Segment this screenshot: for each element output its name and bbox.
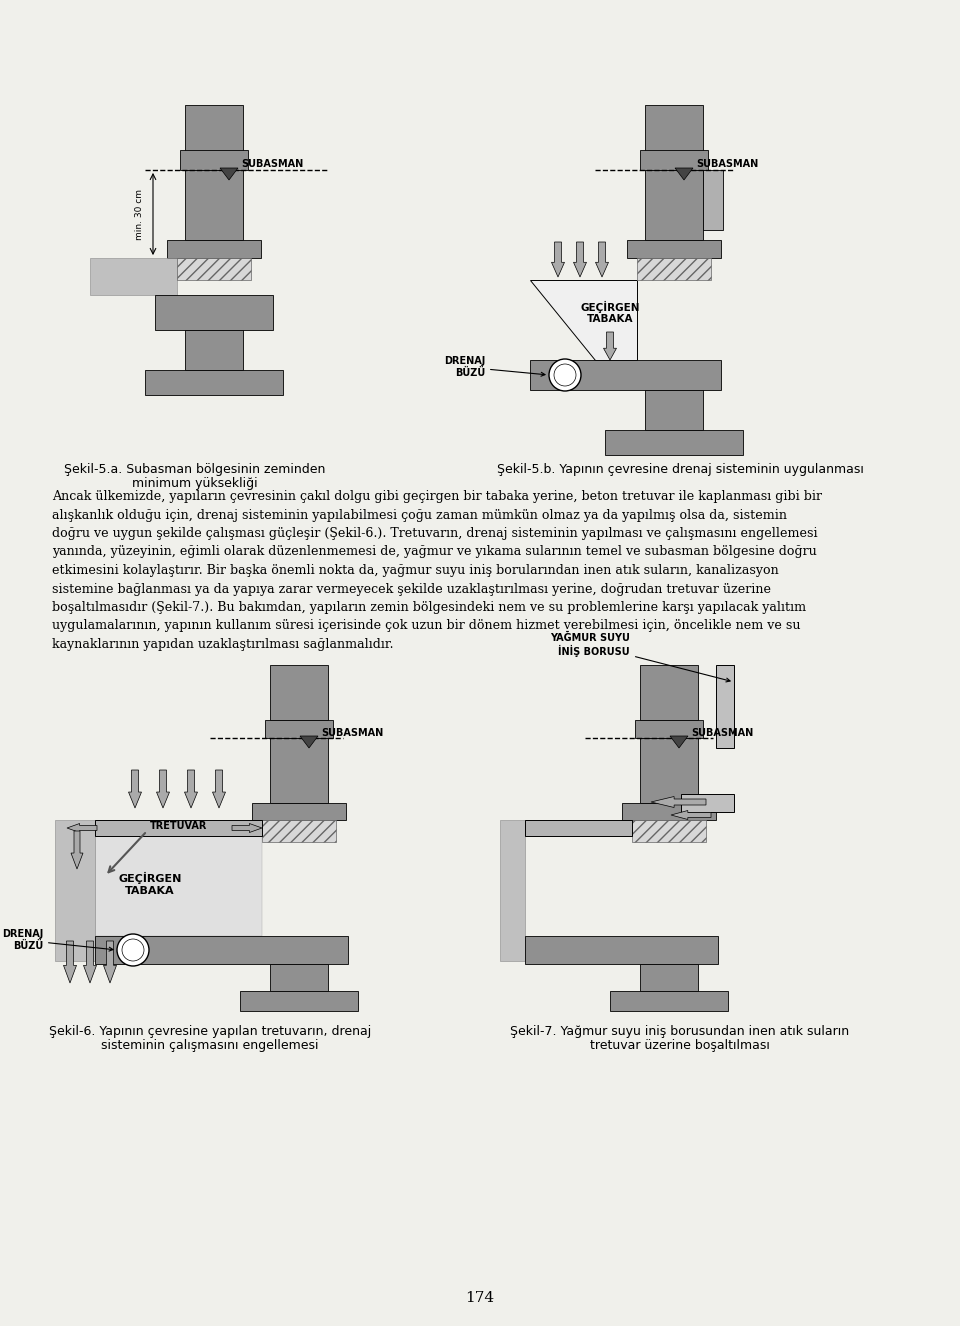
- Bar: [645, 390, 703, 430]
- Bar: [270, 666, 328, 720]
- Polygon shape: [71, 831, 83, 869]
- Text: Şekil-5.b. Yapının çevresine drenaj sisteminin uygulanması: Şekil-5.b. Yapının çevresine drenaj sist…: [496, 463, 863, 476]
- Polygon shape: [671, 810, 711, 819]
- Bar: [155, 294, 273, 330]
- Text: min. 30 cm: min. 30 cm: [134, 188, 143, 240]
- Bar: [185, 330, 243, 370]
- Text: Şekil-6. Yapının çevresine yapılan tretuvarın, drenaj: Şekil-6. Yapının çevresine yapılan tretu…: [49, 1025, 372, 1038]
- Polygon shape: [675, 168, 693, 180]
- Polygon shape: [67, 823, 97, 833]
- Circle shape: [549, 359, 581, 391]
- Bar: [645, 170, 703, 240]
- Bar: [95, 819, 262, 835]
- Bar: [145, 370, 283, 395]
- Polygon shape: [670, 736, 688, 748]
- Bar: [610, 991, 728, 1010]
- Bar: [265, 720, 333, 739]
- Text: SUBASMAN: SUBASMAN: [691, 728, 754, 739]
- Bar: [262, 819, 336, 842]
- Bar: [180, 150, 248, 170]
- Polygon shape: [220, 168, 238, 180]
- Polygon shape: [184, 770, 198, 808]
- Text: kaynaklarının yapıdan uzaklaştırılması sağlanmalıdır.: kaynaklarının yapıdan uzaklaştırılması s…: [52, 638, 394, 651]
- Bar: [605, 430, 743, 455]
- Bar: [95, 835, 262, 936]
- Text: etkimesini kolaylaştırır. Bir başka önemli nokta da, yağmur suyu iniş borularınd: etkimesini kolaylaştırır. Bir başka önem…: [52, 564, 779, 577]
- Bar: [530, 359, 721, 390]
- Bar: [640, 150, 708, 170]
- Polygon shape: [551, 243, 564, 277]
- Text: GEÇİRGEN: GEÇİRGEN: [580, 301, 639, 313]
- Polygon shape: [156, 770, 170, 808]
- Text: alışkanlık olduğu için, drenaj sisteminin yapılabilmesi çoğu zaman mümkün olmaz : alışkanlık olduğu için, drenaj sistemini…: [52, 508, 787, 521]
- Polygon shape: [595, 243, 609, 277]
- Circle shape: [554, 365, 576, 386]
- Bar: [90, 259, 177, 294]
- Bar: [640, 666, 698, 720]
- Text: sisteminin çalışmasını engellemesi: sisteminin çalışmasını engellemesi: [101, 1040, 319, 1052]
- Text: TABAKA: TABAKA: [587, 314, 634, 324]
- Text: Şekil-5.a. Subasman bölgesinin zeminden: Şekil-5.a. Subasman bölgesinin zeminden: [64, 463, 325, 476]
- Bar: [640, 739, 698, 804]
- Bar: [716, 666, 734, 748]
- Bar: [167, 240, 261, 259]
- Bar: [95, 936, 348, 964]
- Polygon shape: [84, 941, 97, 983]
- Polygon shape: [651, 797, 706, 808]
- Bar: [500, 819, 525, 961]
- Bar: [645, 105, 703, 155]
- Polygon shape: [604, 332, 616, 359]
- Text: YAĞMUR SUYU
İNİŞ BORUSU: YAĞMUR SUYU İNİŞ BORUSU: [550, 633, 731, 682]
- Text: SUBASMAN: SUBASMAN: [696, 159, 758, 168]
- Text: SUBASMAN: SUBASMAN: [321, 728, 383, 739]
- Bar: [185, 170, 243, 240]
- Text: TABAKA: TABAKA: [125, 886, 175, 896]
- Bar: [55, 819, 95, 961]
- Polygon shape: [63, 941, 77, 983]
- Bar: [635, 720, 703, 739]
- Text: TRETUVAR: TRETUVAR: [150, 821, 207, 831]
- Bar: [640, 964, 698, 991]
- Text: minimum yüksekliği: minimum yüksekliği: [132, 477, 258, 491]
- Circle shape: [122, 939, 144, 961]
- Bar: [185, 105, 243, 155]
- Bar: [177, 259, 251, 280]
- Text: sistemine bağlanması ya da yapıya zarar vermeyecek şekilde uzaklaştırılması yeri: sistemine bağlanması ya da yapıya zarar …: [52, 582, 771, 595]
- Bar: [637, 259, 711, 280]
- Polygon shape: [232, 823, 262, 833]
- Bar: [270, 964, 328, 991]
- Text: yanında, yüzeyinin, eğimli olarak düzenlenmemesi de, yağmur ve yıkama sularının : yanında, yüzeyinin, eğimli olarak düzenl…: [52, 545, 817, 558]
- Bar: [703, 170, 723, 229]
- Text: tretuvar üzerine boşaltılması: tretuvar üzerine boşaltılması: [590, 1040, 770, 1052]
- Polygon shape: [212, 770, 226, 808]
- Polygon shape: [104, 941, 116, 983]
- Text: Şekil-7. Yağmur suyu iniş borusundan inen atık suların: Şekil-7. Yağmur suyu iniş borusundan ine…: [511, 1025, 850, 1038]
- Bar: [240, 991, 358, 1010]
- Text: doğru ve uygun şekilde çalışması güçleşir (Şekil-6.). Tretuvarın, drenaj sistemi: doğru ve uygun şekilde çalışması güçleşi…: [52, 526, 818, 540]
- Bar: [525, 936, 718, 964]
- Text: uygulamalarının, yapının kullanım süresi içerisinde çok uzun bir dönem hizmet ve: uygulamalarının, yapının kullanım süresi…: [52, 619, 801, 633]
- Text: DRENAJ
BÜZÜ: DRENAJ BÜZÜ: [444, 357, 545, 378]
- Bar: [632, 819, 706, 842]
- Text: GEÇİRGEN: GEÇİRGEN: [118, 873, 181, 884]
- Bar: [681, 794, 734, 812]
- Polygon shape: [300, 736, 318, 748]
- Text: SUBASMAN: SUBASMAN: [241, 159, 303, 168]
- Bar: [252, 804, 346, 819]
- Circle shape: [117, 934, 149, 967]
- Bar: [270, 739, 328, 804]
- Bar: [622, 804, 716, 819]
- Text: boşaltılmasıdır (Şekil-7.). Bu bakımdan, yapıların zemin bölgesindeki nem ve su : boşaltılmasıdır (Şekil-7.). Bu bakımdan,…: [52, 601, 806, 614]
- Text: Ancak ülkemizde, yapıların çevresinin çakıl dolgu gibi geçirgen bir tabaka yerin: Ancak ülkemizde, yapıların çevresinin ça…: [52, 491, 822, 503]
- Polygon shape: [129, 770, 141, 808]
- Polygon shape: [573, 243, 587, 277]
- Text: 174: 174: [466, 1292, 494, 1305]
- Bar: [627, 240, 721, 259]
- Text: DRENAJ
BÜZÜ: DRENAJ BÜZÜ: [2, 930, 113, 951]
- Polygon shape: [530, 280, 637, 359]
- Bar: [525, 819, 632, 835]
